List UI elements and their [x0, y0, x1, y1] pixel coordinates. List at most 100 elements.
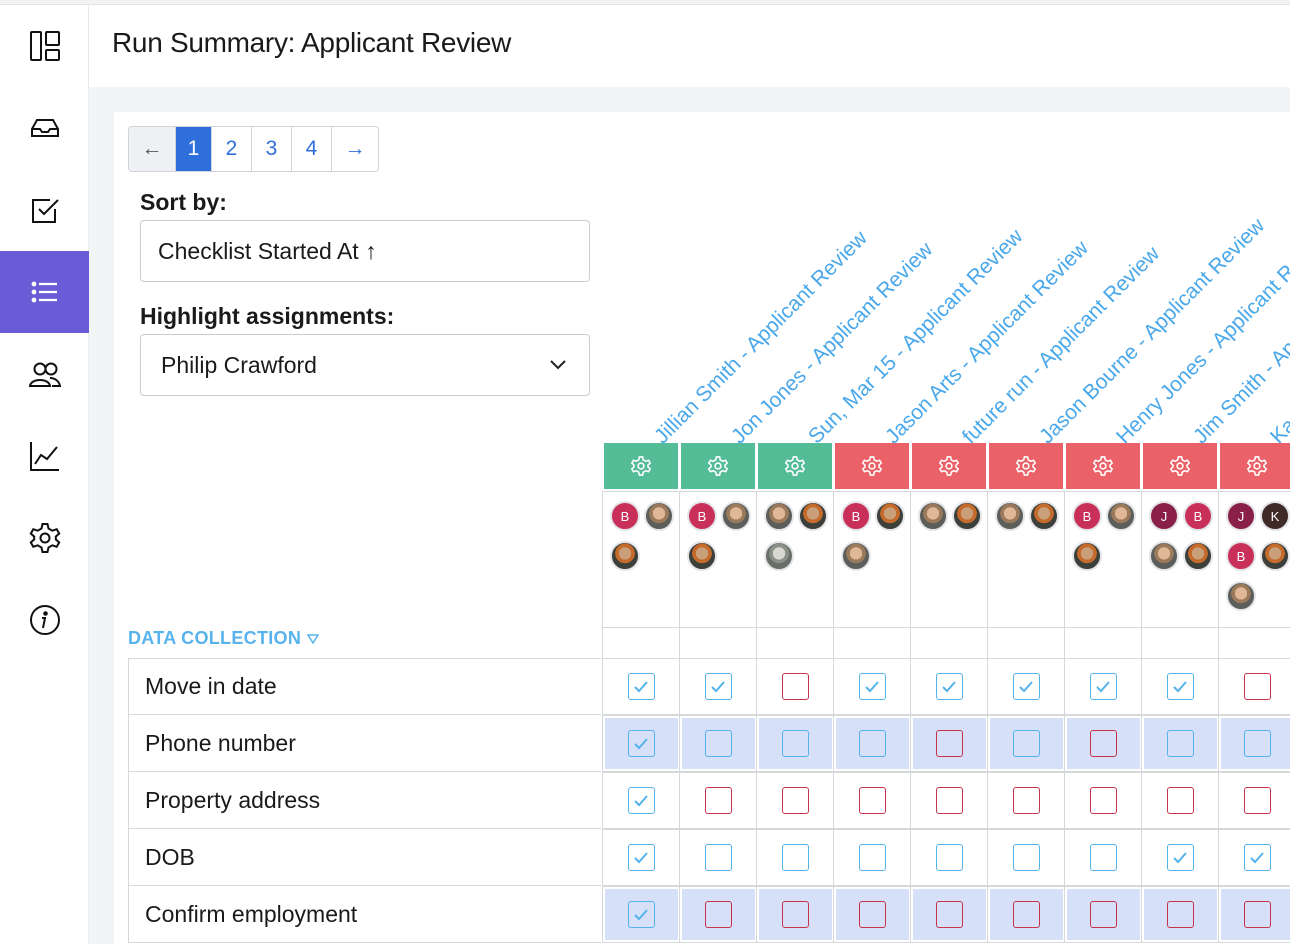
- nav-checklists[interactable]: [0, 169, 89, 251]
- task-checkbox[interactable]: [935, 673, 963, 700]
- task-checkbox[interactable]: [781, 673, 809, 700]
- avatar[interactable]: B: [610, 501, 640, 531]
- task-checkbox[interactable]: [627, 787, 655, 814]
- task-checkbox[interactable]: [704, 730, 732, 757]
- task-checkbox[interactable]: [1166, 844, 1194, 871]
- task-checkbox[interactable]: [1166, 901, 1194, 928]
- nav-settings[interactable]: [0, 497, 89, 579]
- avatar[interactable]: [1226, 581, 1256, 611]
- task-checkbox[interactable]: [1166, 730, 1194, 757]
- task-checkbox[interactable]: [627, 730, 655, 757]
- task-checkbox[interactable]: [935, 844, 963, 871]
- next-page-button[interactable]: →: [344, 137, 366, 160]
- task-checkbox[interactable]: [858, 901, 886, 928]
- avatar[interactable]: B: [841, 501, 871, 531]
- avatar[interactable]: K: [1260, 501, 1290, 531]
- task-checkbox[interactable]: [935, 730, 963, 757]
- run-settings-button[interactable]: [989, 443, 1063, 489]
- task-checkbox[interactable]: [1089, 673, 1117, 700]
- task-checkbox[interactable]: [704, 787, 732, 814]
- task-checkbox[interactable]: [1012, 901, 1040, 928]
- task-checkbox[interactable]: [1243, 901, 1271, 928]
- run-settings-button[interactable]: [1220, 443, 1290, 489]
- task-checkbox[interactable]: [1243, 730, 1271, 757]
- nav-info[interactable]: [0, 579, 89, 661]
- avatar[interactable]: [721, 501, 751, 531]
- avatar[interactable]: [841, 541, 871, 571]
- avatar[interactable]: [1149, 541, 1179, 571]
- task-checkbox[interactable]: [1166, 673, 1194, 700]
- task-checkbox[interactable]: [1243, 673, 1271, 700]
- avatar[interactable]: B: [687, 501, 717, 531]
- task-checkbox[interactable]: [1243, 787, 1271, 814]
- task-checkbox[interactable]: [1089, 901, 1117, 928]
- nav-dashboard[interactable]: [0, 5, 89, 87]
- avatar[interactable]: J: [1226, 501, 1256, 531]
- avatar[interactable]: [1183, 541, 1213, 571]
- avatar[interactable]: B: [1072, 501, 1102, 531]
- page-4-button[interactable]: 4: [292, 127, 332, 171]
- task-checkbox[interactable]: [781, 901, 809, 928]
- task-checkbox[interactable]: [1166, 787, 1194, 814]
- task-checkbox[interactable]: [627, 844, 655, 871]
- task-checkbox[interactable]: [858, 673, 886, 700]
- task-checkbox[interactable]: [858, 787, 886, 814]
- task-checkbox[interactable]: [935, 787, 963, 814]
- task-checkbox[interactable]: [1012, 673, 1040, 700]
- task-checkbox[interactable]: [858, 730, 886, 757]
- avatar[interactable]: [875, 501, 905, 531]
- avatar[interactable]: [918, 501, 948, 531]
- nav-reports[interactable]: [0, 415, 89, 497]
- avatar[interactable]: [687, 541, 717, 571]
- task-cell: [1218, 715, 1290, 772]
- sort-select[interactable]: Checklist Started At ↑: [140, 220, 590, 282]
- task-checkbox[interactable]: [858, 844, 886, 871]
- nav-inbox[interactable]: [0, 87, 89, 169]
- avatar[interactable]: B: [1183, 501, 1213, 531]
- task-checkbox[interactable]: [627, 673, 655, 700]
- run-settings-button[interactable]: [758, 443, 832, 489]
- task-checkbox[interactable]: [1012, 730, 1040, 757]
- run-settings-button[interactable]: [604, 443, 678, 489]
- task-checkbox[interactable]: [627, 901, 655, 928]
- avatar[interactable]: [1029, 501, 1059, 531]
- run-settings-button[interactable]: [1066, 443, 1140, 489]
- run-settings-button[interactable]: [835, 443, 909, 489]
- task-checkbox[interactable]: [1089, 844, 1117, 871]
- task-checkbox[interactable]: [704, 844, 732, 871]
- avatar[interactable]: [1260, 541, 1290, 571]
- highlight-select[interactable]: Philip Crawford: [140, 334, 590, 396]
- page-3-button[interactable]: 3: [252, 127, 292, 171]
- task-checkbox[interactable]: [935, 901, 963, 928]
- task-checkbox[interactable]: [1012, 844, 1040, 871]
- run-settings-button[interactable]: [912, 443, 986, 489]
- avatar[interactable]: B: [1226, 541, 1256, 571]
- task-checkbox[interactable]: [1089, 787, 1117, 814]
- avatar[interactable]: [764, 501, 794, 531]
- avatar[interactable]: [995, 501, 1025, 531]
- task-checkbox[interactable]: [781, 730, 809, 757]
- nav-runs[interactable]: [0, 251, 89, 333]
- avatar[interactable]: [952, 501, 982, 531]
- avatar[interactable]: [798, 501, 828, 531]
- avatar[interactable]: [1106, 501, 1136, 531]
- task-checkbox[interactable]: [704, 673, 732, 700]
- run-settings-button[interactable]: [1143, 443, 1217, 489]
- task-checkbox[interactable]: [781, 787, 809, 814]
- prev-page-button[interactable]: ←: [129, 127, 176, 171]
- avatar[interactable]: [1072, 541, 1102, 571]
- section-data-collection[interactable]: DATA COLLECTION: [128, 628, 320, 649]
- page-2-button[interactable]: 2: [212, 127, 252, 171]
- avatar[interactable]: J: [1149, 501, 1179, 531]
- task-checkbox[interactable]: [704, 901, 732, 928]
- avatar[interactable]: [764, 541, 794, 571]
- task-checkbox[interactable]: [1089, 730, 1117, 757]
- task-checkbox[interactable]: [1243, 844, 1271, 871]
- avatar[interactable]: [644, 501, 674, 531]
- task-checkbox[interactable]: [781, 844, 809, 871]
- run-settings-button[interactable]: [681, 443, 755, 489]
- nav-users[interactable]: [0, 333, 89, 415]
- avatar[interactable]: [610, 541, 640, 571]
- page-1-button[interactable]: 1: [176, 127, 212, 171]
- task-checkbox[interactable]: [1012, 787, 1040, 814]
